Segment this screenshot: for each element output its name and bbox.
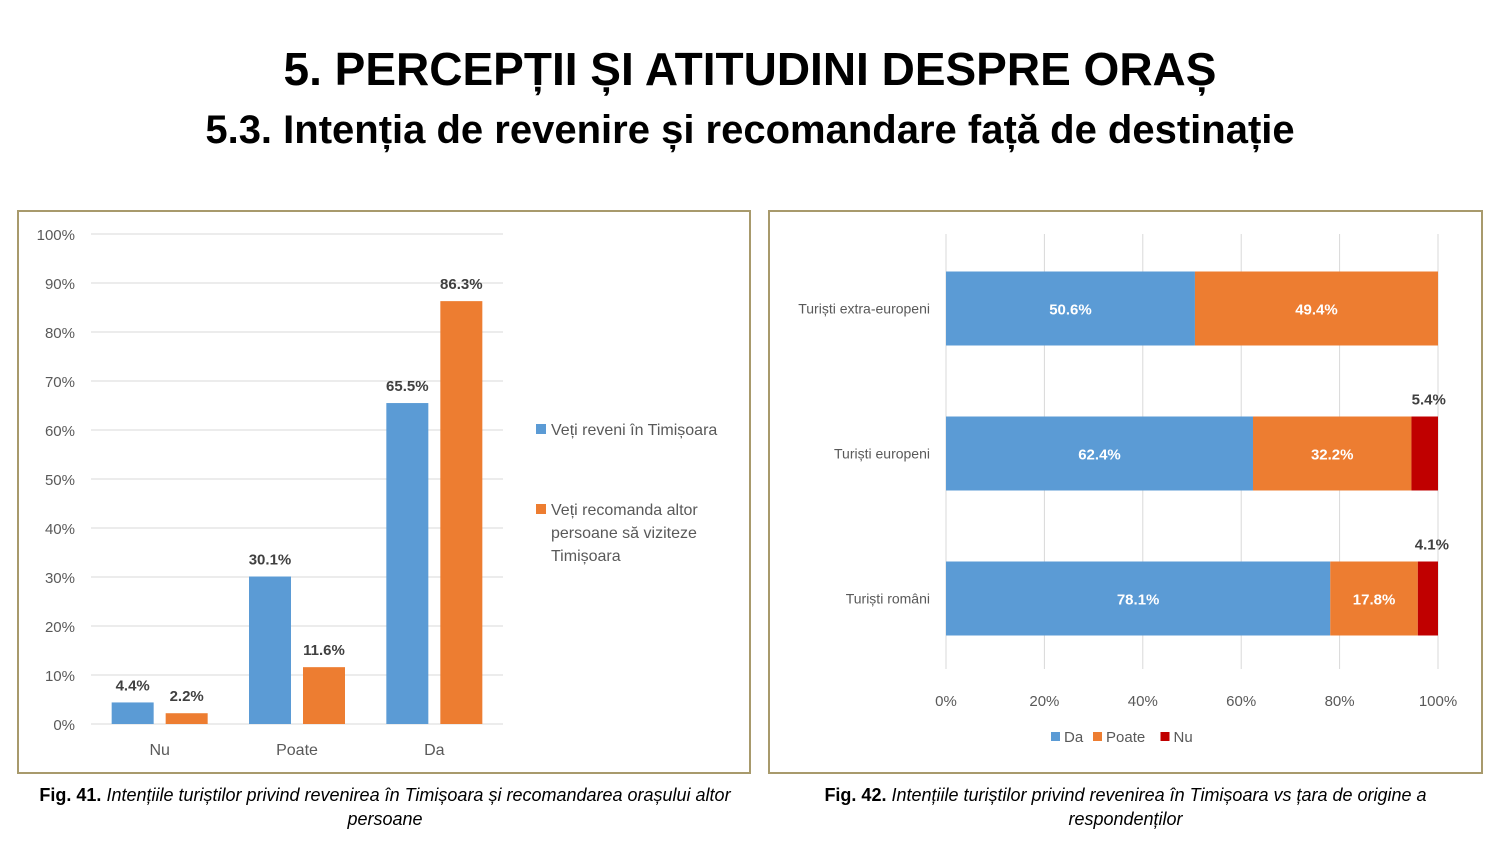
bar — [386, 403, 429, 724]
data-label: 4.1% — [1415, 537, 1449, 554]
legend-label: Poate — [1106, 729, 1145, 746]
y-tick-label: 30% — [45, 570, 75, 587]
data-label: 30.1% — [249, 552, 292, 569]
data-label: 86.3% — [440, 276, 483, 293]
x-tick-label: Poate — [276, 742, 318, 759]
figure-42-text: Intențiile turiștilor privind revenirea … — [891, 785, 1427, 829]
data-label: 17.8% — [1353, 592, 1396, 609]
y-tick-label: 70% — [45, 374, 75, 391]
bar — [303, 667, 345, 724]
figure-42-label: Fig. 42. — [824, 785, 887, 805]
data-label: 2.2% — [170, 688, 204, 705]
legend-label: Timișoara — [551, 548, 621, 565]
legend-swatch — [1051, 732, 1060, 741]
legend-swatch — [1160, 732, 1170, 741]
x-tick-label: 80% — [1325, 693, 1355, 710]
data-label: 32.2% — [1311, 447, 1354, 464]
legend-label: persoane să viziteze — [551, 525, 697, 542]
data-label: 78.1% — [1117, 592, 1160, 609]
bar-segment — [1194, 271, 1438, 346]
figure-42-caption: Fig. 42. Intențiile turiștilor privind r… — [768, 783, 1483, 831]
figure-42-panel: 0% 20% 40% 60% 80% 100% Turiști extra-europeni… — [768, 210, 1483, 774]
x-tick-label: Da — [424, 742, 445, 759]
figure-41-caption: Fig. 41. Intențiile turiștilor privind r… — [20, 783, 750, 831]
bar-segment — [1330, 561, 1418, 636]
bar-segment — [1253, 416, 1412, 491]
data-label: 49.4% — [1295, 302, 1338, 319]
figure-41-label: Fig. 41. — [39, 785, 102, 805]
y-tick-label: 60% — [45, 423, 75, 440]
x-tick-label: 20% — [1029, 693, 1059, 710]
bar — [111, 702, 154, 724]
y-tick-label: 10% — [45, 668, 75, 685]
bar — [440, 301, 483, 724]
bar-segment — [1417, 561, 1438, 636]
bar-segment — [946, 271, 1195, 346]
data-label: 4.4% — [116, 677, 150, 694]
data-label: 65.5% — [386, 378, 429, 395]
figure-41-chart: 0% 10% 20% 30% 40% 50% 60% 70% 80% 90% 100% Nu 4.4% 2… — [37, 227, 718, 759]
y-tick-label: Turiști europeni — [834, 446, 930, 462]
x-tick-label: 100% — [1419, 693, 1457, 710]
figure-41-panel: 0% 10% 20% 30% 40% 50% 60% 70% 80% 90% 100% Nu 4.4% 2… — [17, 210, 751, 774]
y-tick-label: 20% — [45, 619, 75, 636]
y-tick-label: 80% — [45, 325, 75, 342]
bar — [249, 576, 291, 724]
figure-42-chart: 0% 20% 40% 60% 80% 100% Turiști extra-europeni… — [798, 234, 1457, 746]
bar-segment — [1411, 416, 1438, 491]
data-label: 5.4% — [1412, 392, 1446, 409]
data-label: 62.4% — [1078, 447, 1121, 464]
legend-label: Nu — [1174, 729, 1193, 746]
legend-label: Veți reveni în Timișoara — [551, 422, 717, 439]
bar-segment — [946, 416, 1254, 491]
y-tick-label: 50% — [45, 472, 75, 489]
legend-swatch — [1093, 732, 1102, 741]
y-tick-label: 0% — [53, 717, 75, 734]
legend-swatch — [536, 424, 546, 434]
y-tick-label: 100% — [37, 227, 75, 244]
page-title: 5. PERCEPȚII ȘI ATITUDINI DESPRE ORAȘ — [283, 43, 1217, 95]
bar — [165, 713, 208, 724]
bar-segment — [946, 561, 1331, 636]
x-tick-label: Nu — [149, 742, 169, 759]
data-label: 11.6% — [303, 642, 345, 659]
x-tick-label: 0% — [935, 693, 957, 710]
x-tick-label: 40% — [1128, 693, 1158, 710]
data-label: 50.6% — [1049, 302, 1092, 319]
figure-41-text: Intențiile turiștilor privind revenirea … — [106, 785, 731, 829]
y-tick-label: 90% — [45, 276, 75, 293]
y-tick-label: 40% — [45, 521, 75, 538]
legend-label: Veți recomanda altor — [551, 502, 698, 519]
legend-label: Da — [1064, 729, 1084, 746]
page-subtitle: 5.3. Intenția de revenire și recomandare… — [205, 108, 1295, 152]
x-tick-label: 60% — [1226, 693, 1256, 710]
y-tick-label: Turiști extra-europeni — [798, 301, 930, 317]
legend-swatch — [536, 504, 546, 514]
y-tick-label: Turiști români — [846, 591, 930, 607]
